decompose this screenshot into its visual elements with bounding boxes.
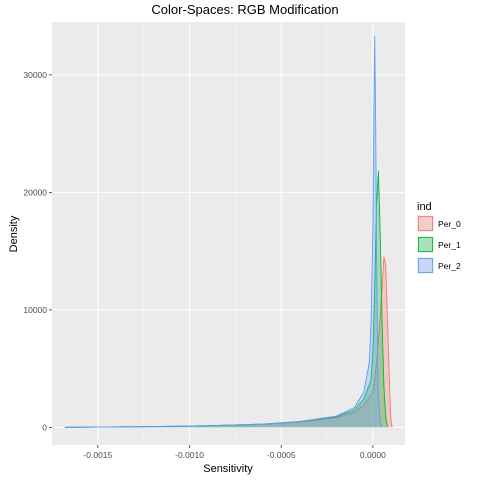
plot-panel bbox=[52, 22, 405, 445]
density-area-per-0 bbox=[64, 257, 393, 428]
legend-title: ind bbox=[417, 201, 432, 213]
y-tick-label: 30000 bbox=[23, 70, 47, 80]
grid-minor bbox=[52, 22, 405, 445]
legend-swatch bbox=[418, 258, 433, 273]
chart-title: Color-Spaces: RGB Modification bbox=[151, 2, 338, 17]
legend-item-per-2: Per_2 bbox=[417, 257, 461, 274]
x-tick-label: -0.0015 bbox=[83, 450, 112, 460]
y-tick-label: 0 bbox=[42, 422, 47, 432]
y-tick-label: 10000 bbox=[23, 305, 47, 315]
legend-key-background bbox=[417, 257, 434, 274]
y-tick-label: 20000 bbox=[23, 187, 47, 197]
legend-key-background bbox=[417, 215, 434, 232]
legend-swatch bbox=[418, 216, 433, 231]
legend-label: Per_0 bbox=[438, 219, 461, 229]
legend-item-per-1: Per_1 bbox=[417, 236, 461, 253]
y-axis: 0 10000 20000 30000 bbox=[23, 70, 52, 432]
y-axis-title: Density bbox=[8, 215, 20, 252]
legend-item-per-0: Per_0 bbox=[417, 215, 461, 232]
x-tick-label: 0.0000 bbox=[360, 450, 386, 460]
legend-swatch bbox=[418, 237, 433, 252]
legend-key-background bbox=[417, 236, 434, 253]
legend: ind Per_0 Per_1 Per_2 bbox=[417, 201, 461, 274]
legend-label: Per_2 bbox=[438, 261, 461, 271]
series-layer bbox=[64, 35, 393, 428]
x-tick-label: -0.0005 bbox=[267, 450, 296, 460]
legend-label: Per_1 bbox=[438, 240, 461, 250]
x-tick-label: -0.0010 bbox=[175, 450, 204, 460]
x-axis-title: Sensitivity bbox=[203, 463, 253, 475]
x-axis: -0.0015 -0.0010 -0.0005 0.0000 bbox=[83, 445, 386, 460]
density-line-per-2 bbox=[64, 35, 383, 428]
